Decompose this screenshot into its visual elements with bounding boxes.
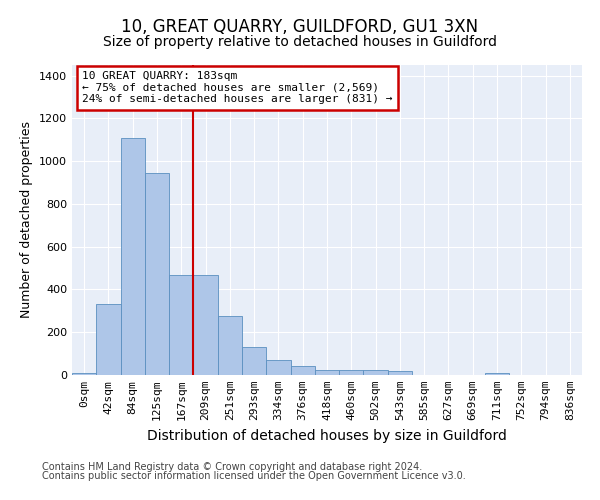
Text: Contains HM Land Registry data © Crown copyright and database right 2024.: Contains HM Land Registry data © Crown c… [42,462,422,472]
Bar [339,370,364,375]
X-axis label: Distribution of detached houses by size in Guildford: Distribution of detached houses by size … [147,428,507,442]
Bar [121,138,145,375]
Text: Contains public sector information licensed under the Open Government Licence v3: Contains public sector information licen… [42,471,466,481]
Bar [290,366,315,375]
Bar [145,173,169,375]
Text: 10 GREAT QUARRY: 183sqm
← 75% of detached houses are smaller (2,569)
24% of semi: 10 GREAT QUARRY: 183sqm ← 75% of detache… [82,71,392,104]
Bar [218,316,242,375]
Bar [169,274,193,375]
Bar [364,370,388,375]
Bar [72,373,96,375]
Bar [96,304,121,375]
Y-axis label: Number of detached properties: Number of detached properties [20,122,34,318]
Text: Size of property relative to detached houses in Guildford: Size of property relative to detached ho… [103,35,497,49]
Text: 10, GREAT QUARRY, GUILDFORD, GU1 3XN: 10, GREAT QUARRY, GUILDFORD, GU1 3XN [121,18,479,36]
Bar [388,370,412,375]
Bar [242,347,266,375]
Bar [485,373,509,375]
Bar [315,370,339,375]
Bar [193,274,218,375]
Bar [266,360,290,375]
